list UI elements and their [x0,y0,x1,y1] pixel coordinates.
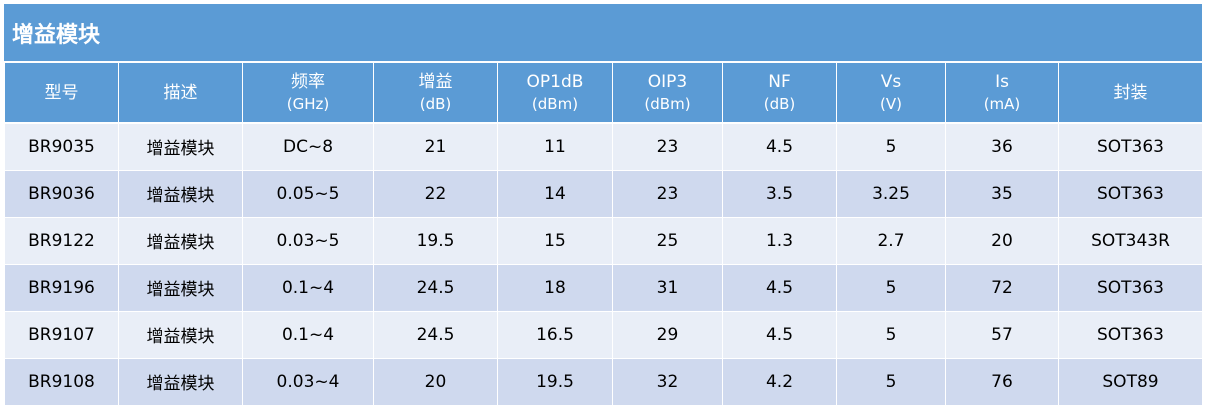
cell-gain: 24.5 [373,311,498,358]
cell-oip3: 29 [612,311,723,358]
header-unit: (mA) [983,94,1021,113]
cell-gain: 24.5 [373,264,498,311]
cell-gain: 21 [373,123,498,170]
cell-op1db: 16.5 [497,311,613,358]
header-gain: 增益 (dB) [373,62,498,123]
cell-gain: 19.5 [373,217,498,264]
cell-vs: 5 [836,123,946,170]
header-label: 频率 [291,71,325,92]
cell-vs: 3.25 [836,170,946,217]
gain-block-table: 型号 描述 频率 (GHz) 增益 (dB) OP1dB (dBm) OIP3 (dBm) NF (d… [4,61,1203,406]
cell-package: SOT363 [1058,311,1203,358]
cell-frequency: 0.05~5 [242,170,374,217]
spec-sheet: 增益模块 型号 描述 频率 (GHz) 增益 (dB) OP1dB (dBm) OIP3 (dBm… [4,4,1203,406]
table-row: BR9108 增益模块 0.03~4 20 19.5 32 4.2 5 76 SOT89 [4,358,1203,405]
cell-description: 增益模块 [118,170,243,217]
cell-frequency: 0.03~5 [242,217,374,264]
cell-op1db: 11 [497,123,613,170]
header-unit: (GHz) [286,94,330,113]
cell-nf: 4.5 [722,311,837,358]
cell-model: BR9035 [4,123,119,170]
cell-frequency: DC~8 [242,123,374,170]
cell-model: BR9036 [4,170,119,217]
header-unit: (dB) [763,94,796,113]
header-package: 封装 [1058,62,1203,123]
cell-oip3: 23 [612,170,723,217]
table-row: BR9036 增益模块 0.05~5 22 14 23 3.5 3.25 35 SOT363 [4,170,1203,217]
cell-nf: 4.5 [722,123,837,170]
cell-description: 增益模块 [118,264,243,311]
header-label: OP1dB [526,71,584,92]
cell-vs: 2.7 [836,217,946,264]
cell-frequency: 0.1~4 [242,264,374,311]
table-body: BR9035 增益模块 DC~8 21 11 23 4.5 5 36 SOT363 BR9036 增益… [4,123,1203,405]
cell-vs: 5 [836,358,946,405]
cell-vs: 5 [836,311,946,358]
cell-package: SOT363 [1058,123,1203,170]
cell-frequency: 0.03~4 [242,358,374,405]
header-oip3: OIP3 (dBm) [612,62,723,123]
header-label: NF [768,71,791,92]
cell-package: SOT363 [1058,264,1203,311]
table-row: BR9107 增益模块 0.1~4 24.5 16.5 29 4.5 5 57 SOT363 [4,311,1203,358]
cell-op1db: 15 [497,217,613,264]
cell-nf: 1.3 [722,217,837,264]
cell-is: 72 [945,264,1059,311]
header-label: 型号 [44,82,79,103]
header-vs: Vs (V) [836,62,946,123]
cell-is: 36 [945,123,1059,170]
cell-is: 35 [945,170,1059,217]
cell-oip3: 23 [612,123,723,170]
header-label: 封装 [1113,82,1148,103]
cell-nf: 4.2 [722,358,837,405]
header-unit: (dB) [419,94,452,113]
header-model: 型号 [4,62,119,123]
cell-is: 57 [945,311,1059,358]
cell-model: BR9108 [4,358,119,405]
header-label: Vs [880,71,902,92]
cell-description: 增益模块 [118,123,243,170]
cell-oip3: 32 [612,358,723,405]
cell-nf: 4.5 [722,264,837,311]
cell-nf: 3.5 [722,170,837,217]
cell-description: 增益模块 [118,311,243,358]
table-header-row: 型号 描述 频率 (GHz) 增益 (dB) OP1dB (dBm) OIP3 (dBm) NF (d… [4,62,1203,123]
table-row: BR9035 增益模块 DC~8 21 11 23 4.5 5 36 SOT363 [4,123,1203,170]
cell-vs: 5 [836,264,946,311]
table-row: BR9196 增益模块 0.1~4 24.5 18 31 4.5 5 72 SOT363 [4,264,1203,311]
header-label: 描述 [163,82,198,103]
cell-model: BR9122 [4,217,119,264]
header-unit: (dBm) [644,94,691,113]
header-label: OIP3 [647,71,688,92]
cell-is: 20 [945,217,1059,264]
cell-op1db: 19.5 [497,358,613,405]
header-nf: NF (dB) [722,62,837,123]
cell-package: SOT363 [1058,170,1203,217]
header-op1db: OP1dB (dBm) [497,62,613,123]
header-description: 描述 [118,62,243,123]
header-is: Is (mA) [945,62,1059,123]
header-label: Is [995,71,1009,92]
cell-gain: 20 [373,358,498,405]
cell-description: 增益模块 [118,358,243,405]
cell-model: BR9196 [4,264,119,311]
cell-oip3: 31 [612,264,723,311]
header-frequency: 频率 (GHz) [242,62,374,123]
header-unit: (dBm) [531,94,579,113]
cell-package: SOT343R [1058,217,1203,264]
cell-is: 76 [945,358,1059,405]
table-row: BR9122 增益模块 0.03~5 19.5 15 25 1.3 2.7 20 SOT343R [4,217,1203,264]
cell-oip3: 25 [612,217,723,264]
cell-op1db: 14 [497,170,613,217]
cell-gain: 22 [373,170,498,217]
cell-description: 增益模块 [118,217,243,264]
header-unit: (V) [880,94,902,113]
cell-package: SOT89 [1058,358,1203,405]
cell-op1db: 18 [497,264,613,311]
header-label: 增益 [418,71,453,92]
table-title: 增益模块 [4,4,1202,61]
cell-model: BR9107 [4,311,119,358]
cell-frequency: 0.1~4 [242,311,374,358]
